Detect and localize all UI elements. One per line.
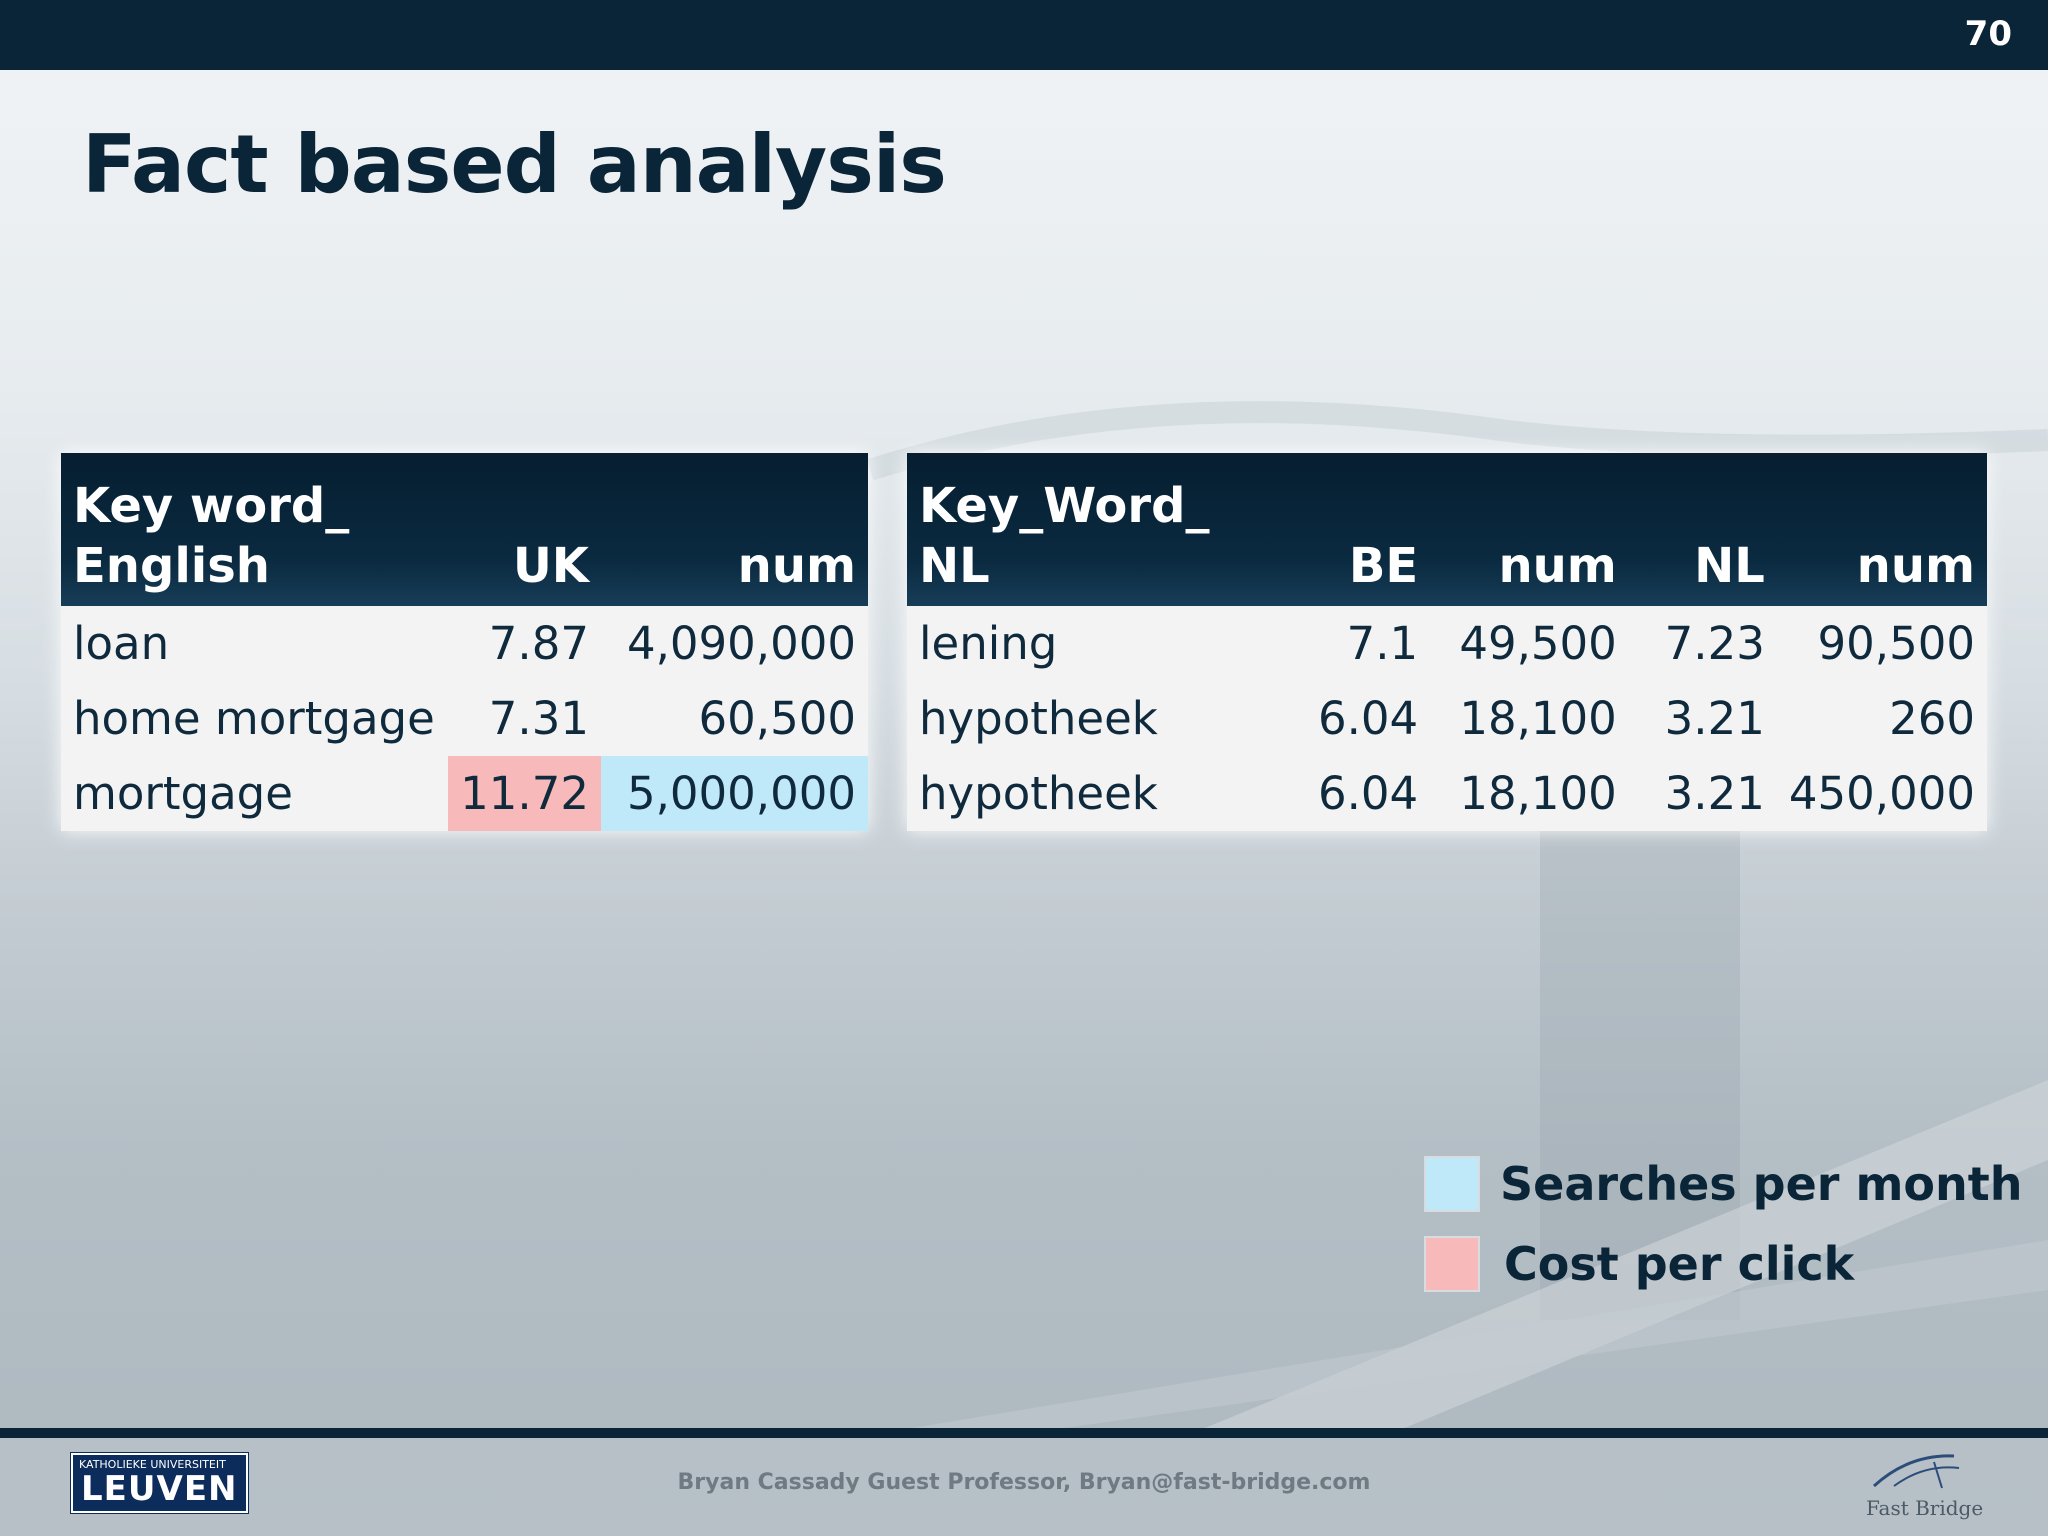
table-header-row: Key_Word_ NL BE num NL num [907, 453, 1987, 606]
num-cell: 49,500 [1430, 606, 1629, 681]
keyword-cell: hypotheek [907, 681, 1283, 756]
num-cell: 18,100 [1430, 681, 1629, 756]
highlighted-searches-cell: 5,000,000 [601, 756, 868, 831]
table-row: home mortgage 7.31 60,500 [61, 681, 868, 756]
nl-cost-cell: 3.21 [1628, 681, 1777, 756]
keyword-cell: home mortgage [61, 681, 448, 756]
header-be: BE [1282, 453, 1431, 606]
header-num: num [1776, 453, 1987, 606]
ku-leuven-logo: KATHOLIEKE UNIVERSITEIT LEUVEN [71, 1453, 248, 1513]
num-cell: 260 [1776, 681, 1987, 756]
table-row: loan 7.87 4,090,000 [61, 606, 868, 681]
legend-swatch-blue [1424, 1156, 1480, 1212]
keyword-cell: lening [907, 606, 1283, 681]
be-cost-cell: 7.1 [1282, 606, 1431, 681]
footer-divider [0, 1428, 2048, 1438]
header-keyword-english: Key word_ English [61, 453, 448, 606]
legend-searches: Searches per month [1424, 1156, 2023, 1212]
keyword-cell: mortgage [61, 756, 448, 831]
num-cell: 18,100 [1430, 756, 1629, 831]
table-row: lening 7.1 49,500 7.23 90,500 [907, 606, 1987, 681]
keyword-cell: hypotheek [907, 756, 1283, 831]
logo-big-text: LEUVEN [81, 1469, 238, 1509]
table-header-row: Key word_ English UK num [61, 453, 868, 606]
highlighted-cost-cell: 11.72 [448, 756, 601, 831]
legend-searches-label: Searches per month [1500, 1157, 2023, 1211]
num-cell: 4,090,000 [601, 606, 868, 681]
header-num: num [601, 453, 868, 606]
header-keyword-nl: Key_Word_ NL [907, 453, 1283, 606]
legend-cost: Cost per click [1424, 1236, 1854, 1292]
top-bar: 70 [0, 0, 2048, 70]
uk-cost-cell: 7.87 [448, 606, 601, 681]
slide-title: Fact based analysis [82, 118, 947, 211]
fast-bridge-text: Fast Bridge [1866, 1496, 1984, 1520]
keyword-table-dutch: Key_Word_ NL BE num NL num lening 7.1 49… [907, 453, 1987, 831]
uk-cost-cell: 7.31 [448, 681, 601, 756]
page-number: 70 [1964, 14, 2012, 54]
nl-cost-cell: 7.23 [1628, 606, 1777, 681]
footer-band [0, 1438, 2048, 1536]
fast-bridge-logo-icon [1872, 1454, 1960, 1489]
table-row: mortgage 11.72 5,000,000 [61, 756, 868, 831]
header-uk: UK [448, 453, 601, 606]
table-row: hypotheek 6.04 18,100 3.21 260 [907, 681, 1987, 756]
nl-cost-cell: 3.21 [1628, 756, 1777, 831]
keyword-table-english: Key word_ English UK num loan 7.87 4,090… [61, 453, 868, 831]
header-num: num [1430, 453, 1629, 606]
num-cell: 60,500 [601, 681, 868, 756]
logo-small-text: KATHOLIEKE UNIVERSITEIT [79, 1458, 226, 1471]
legend-swatch-pink [1424, 1236, 1480, 1292]
legend-cost-label: Cost per click [1504, 1237, 1855, 1291]
footer-credit: Bryan Cassady Guest Professor, Bryan@fas… [677, 1470, 1371, 1495]
num-cell: 90,500 [1776, 606, 1987, 681]
keyword-cell: loan [61, 606, 448, 681]
header-nl: NL [1628, 453, 1777, 606]
table-row: hypotheek 6.04 18,100 3.21 450,000 [907, 756, 1987, 831]
be-cost-cell: 6.04 [1282, 756, 1431, 831]
num-cell: 450,000 [1776, 756, 1987, 831]
be-cost-cell: 6.04 [1282, 681, 1431, 756]
